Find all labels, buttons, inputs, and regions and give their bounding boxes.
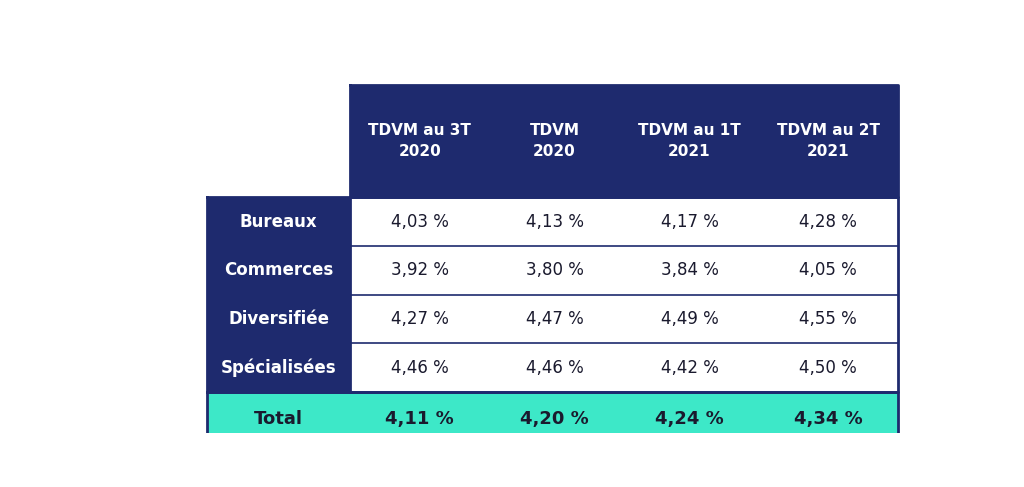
FancyBboxPatch shape [489,197,620,246]
FancyBboxPatch shape [759,295,898,343]
FancyBboxPatch shape [350,343,489,392]
FancyBboxPatch shape [350,246,489,295]
Text: 4,24 %: 4,24 % [655,411,724,429]
FancyBboxPatch shape [759,197,898,246]
Text: Diversifiée: Diversifiée [228,310,330,328]
FancyBboxPatch shape [350,295,489,343]
Text: 4,46 %: 4,46 % [391,359,449,377]
FancyBboxPatch shape [759,343,898,392]
Text: 3,80 %: 3,80 % [525,262,584,280]
Text: Total: Total [254,411,303,429]
Text: TDVM
2020: TDVM 2020 [529,123,580,159]
FancyBboxPatch shape [350,197,489,246]
Text: 4,20 %: 4,20 % [520,411,589,429]
Text: TDVM au 1T
2021: TDVM au 1T 2021 [638,123,740,159]
FancyBboxPatch shape [489,295,620,343]
Text: 4,55 %: 4,55 % [800,310,857,328]
Text: Bureaux: Bureaux [240,212,317,230]
Text: 4,49 %: 4,49 % [660,310,719,328]
Text: TDVM au 3T
2020: TDVM au 3T 2020 [369,123,471,159]
FancyBboxPatch shape [207,392,898,447]
Text: TDVM au 2T
2021: TDVM au 2T 2021 [777,123,880,159]
Text: 4,27 %: 4,27 % [391,310,449,328]
Text: 4,28 %: 4,28 % [800,212,857,230]
FancyBboxPatch shape [207,197,350,392]
Text: 4,50 %: 4,50 % [800,359,857,377]
FancyBboxPatch shape [759,246,898,295]
Text: Spécialisées: Spécialisées [221,358,337,377]
FancyBboxPatch shape [350,85,898,197]
Text: 4,03 %: 4,03 % [391,212,449,230]
FancyBboxPatch shape [620,197,759,246]
FancyBboxPatch shape [620,343,759,392]
Text: Commerces: Commerces [224,262,334,280]
FancyBboxPatch shape [489,343,620,392]
Text: 3,84 %: 3,84 % [660,262,719,280]
Text: 4,47 %: 4,47 % [525,310,584,328]
FancyBboxPatch shape [620,295,759,343]
Text: 4,11 %: 4,11 % [385,411,454,429]
FancyBboxPatch shape [620,246,759,295]
Text: 4,05 %: 4,05 % [800,262,857,280]
Text: 4,34 %: 4,34 % [794,411,863,429]
Text: 4,42 %: 4,42 % [660,359,719,377]
Text: 4,13 %: 4,13 % [525,212,584,230]
Text: 3,92 %: 3,92 % [390,262,449,280]
Text: 4,17 %: 4,17 % [660,212,719,230]
FancyBboxPatch shape [489,246,620,295]
Text: 4,46 %: 4,46 % [525,359,584,377]
